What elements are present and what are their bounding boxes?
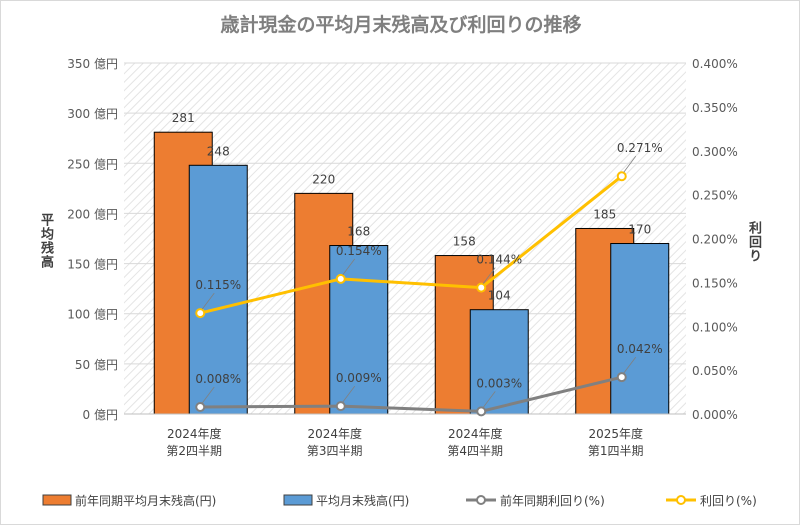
bar bbox=[329, 245, 389, 415]
y-right-tick-label: 0.250% bbox=[692, 189, 738, 203]
series-line bbox=[200, 375, 623, 413]
leader-line bbox=[201, 386, 215, 404]
bar-data-label: 185 bbox=[593, 207, 616, 221]
series-marker bbox=[616, 171, 627, 182]
leader-line bbox=[342, 385, 356, 403]
series-marker bbox=[335, 401, 346, 412]
legend-label: 利回り(%) bbox=[700, 494, 757, 508]
legend-label: 平均月末残高(円) bbox=[316, 493, 409, 508]
series-line bbox=[199, 175, 623, 315]
y-right-tick-label: 0.100% bbox=[692, 320, 738, 334]
y-right-tick-label: 0.050% bbox=[692, 364, 738, 378]
y-right-tick-label: 0.300% bbox=[692, 145, 738, 159]
bar-data-label: 158 bbox=[453, 235, 476, 249]
legend-swatch bbox=[283, 494, 313, 506]
bar bbox=[610, 243, 670, 415]
leader-line bbox=[482, 267, 496, 284]
y-left-tick-label: 100 億円 bbox=[67, 308, 118, 322]
series-marker bbox=[476, 282, 487, 293]
x-tick-label: 第1四半期 bbox=[588, 444, 644, 458]
chart-title: 歳計現金の平均月末残高及び利回りの推移 bbox=[220, 13, 581, 36]
y-left-tick-label: 350 億円 bbox=[67, 57, 118, 71]
y-left-tick-label: 200 億円 bbox=[67, 207, 118, 221]
legend-marker bbox=[476, 495, 486, 505]
legend-label: 前年同期平均月末残高(円) bbox=[75, 493, 216, 508]
legend-label: 前年同期利回り(%) bbox=[500, 493, 605, 508]
leader-line bbox=[482, 391, 496, 408]
series-marker bbox=[195, 308, 206, 319]
x-tick-label: 第4四半期 bbox=[447, 444, 503, 458]
line-data-label: 0.009% bbox=[336, 371, 382, 385]
legend-marker bbox=[676, 495, 686, 505]
line-data-label: 0.042% bbox=[617, 342, 663, 356]
y-left-axis-label: 平均残高 bbox=[38, 213, 53, 269]
series-marker bbox=[195, 401, 206, 412]
y-right-tick-label: 0.400% bbox=[692, 57, 738, 71]
bar-data-label: 248 bbox=[207, 144, 230, 158]
x-tick-label: 2025年度 bbox=[588, 426, 643, 441]
y-right-tick-label: 0.200% bbox=[692, 233, 738, 247]
leader-line bbox=[342, 258, 356, 276]
y-right-axis-label: 利回り bbox=[746, 221, 761, 263]
bar-data-label: 168 bbox=[347, 225, 370, 239]
y-left-tick-label: 250 億円 bbox=[67, 157, 118, 171]
y-left-tick-label: 50 億円 bbox=[75, 358, 118, 372]
line-data-label: 0.003% bbox=[476, 376, 522, 390]
bar-data-label: 170 bbox=[628, 223, 651, 237]
bar-data-label: 104 bbox=[488, 289, 511, 303]
x-tick-label: 2024年度 bbox=[167, 426, 222, 441]
x-tick-label: 第3四半期 bbox=[307, 444, 363, 458]
y-left-tick-label: 300 億円 bbox=[67, 107, 118, 121]
line-data-label: 0.115% bbox=[195, 278, 241, 292]
y-left-tick-label: 0 億円 bbox=[83, 408, 118, 422]
y-right-tick-label: 0.350% bbox=[692, 101, 738, 115]
line-data-label: 0.144% bbox=[476, 253, 522, 267]
legend-swatch bbox=[42, 494, 72, 506]
leader-line bbox=[201, 292, 215, 310]
y-right-tick-label: 0.000% bbox=[692, 408, 738, 422]
bar bbox=[188, 164, 248, 415]
leader-line bbox=[623, 356, 637, 374]
series-marker bbox=[476, 406, 487, 417]
y-left-tick-label: 150 億円 bbox=[67, 258, 118, 272]
line-data-label: 0.271% bbox=[617, 141, 663, 155]
y-right-tick-label: 0.150% bbox=[692, 276, 738, 290]
x-tick-label: 2024年度 bbox=[307, 426, 362, 441]
bar-data-label: 281 bbox=[172, 111, 195, 125]
line-data-label: 0.154% bbox=[336, 244, 382, 258]
line-data-label: 0.008% bbox=[195, 372, 241, 386]
series-marker bbox=[616, 372, 627, 383]
leader-line bbox=[623, 155, 637, 173]
bar-data-label: 220 bbox=[312, 172, 335, 186]
x-tick-label: 2024年度 bbox=[448, 426, 503, 441]
x-tick-label: 第2四半期 bbox=[166, 444, 222, 458]
series-marker bbox=[335, 273, 346, 284]
bar bbox=[469, 309, 529, 415]
